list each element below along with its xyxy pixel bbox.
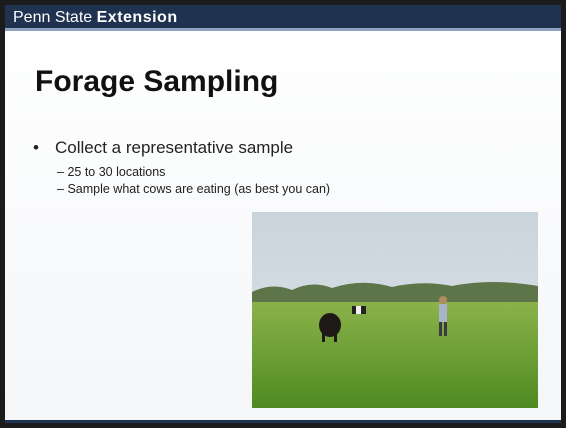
bullet-text: Collect a representative sample [55,138,293,157]
sub-bullet: – 25 to 30 locations [57,165,165,179]
sub-bullet-text: 25 to 30 locations [67,165,165,179]
page: Penn State Extension Forage Sampling •Co… [0,0,566,428]
brand-bold: Extension [97,9,178,26]
bullet-dot: • [33,138,55,158]
slide: Penn State Extension Forage Sampling •Co… [0,0,566,428]
header: Penn State Extension [5,5,561,31]
sub-bullet-text: Sample what cows are eating (as best you… [67,182,330,196]
bullet: •Collect a representative sample [33,138,293,158]
sub-bullet: – Sample what cows are eating (as best y… [57,182,330,196]
photo [252,212,538,408]
brand: Penn State [13,9,92,26]
footer-bar [5,420,561,423]
slide-title: Forage Sampling [35,65,278,99]
